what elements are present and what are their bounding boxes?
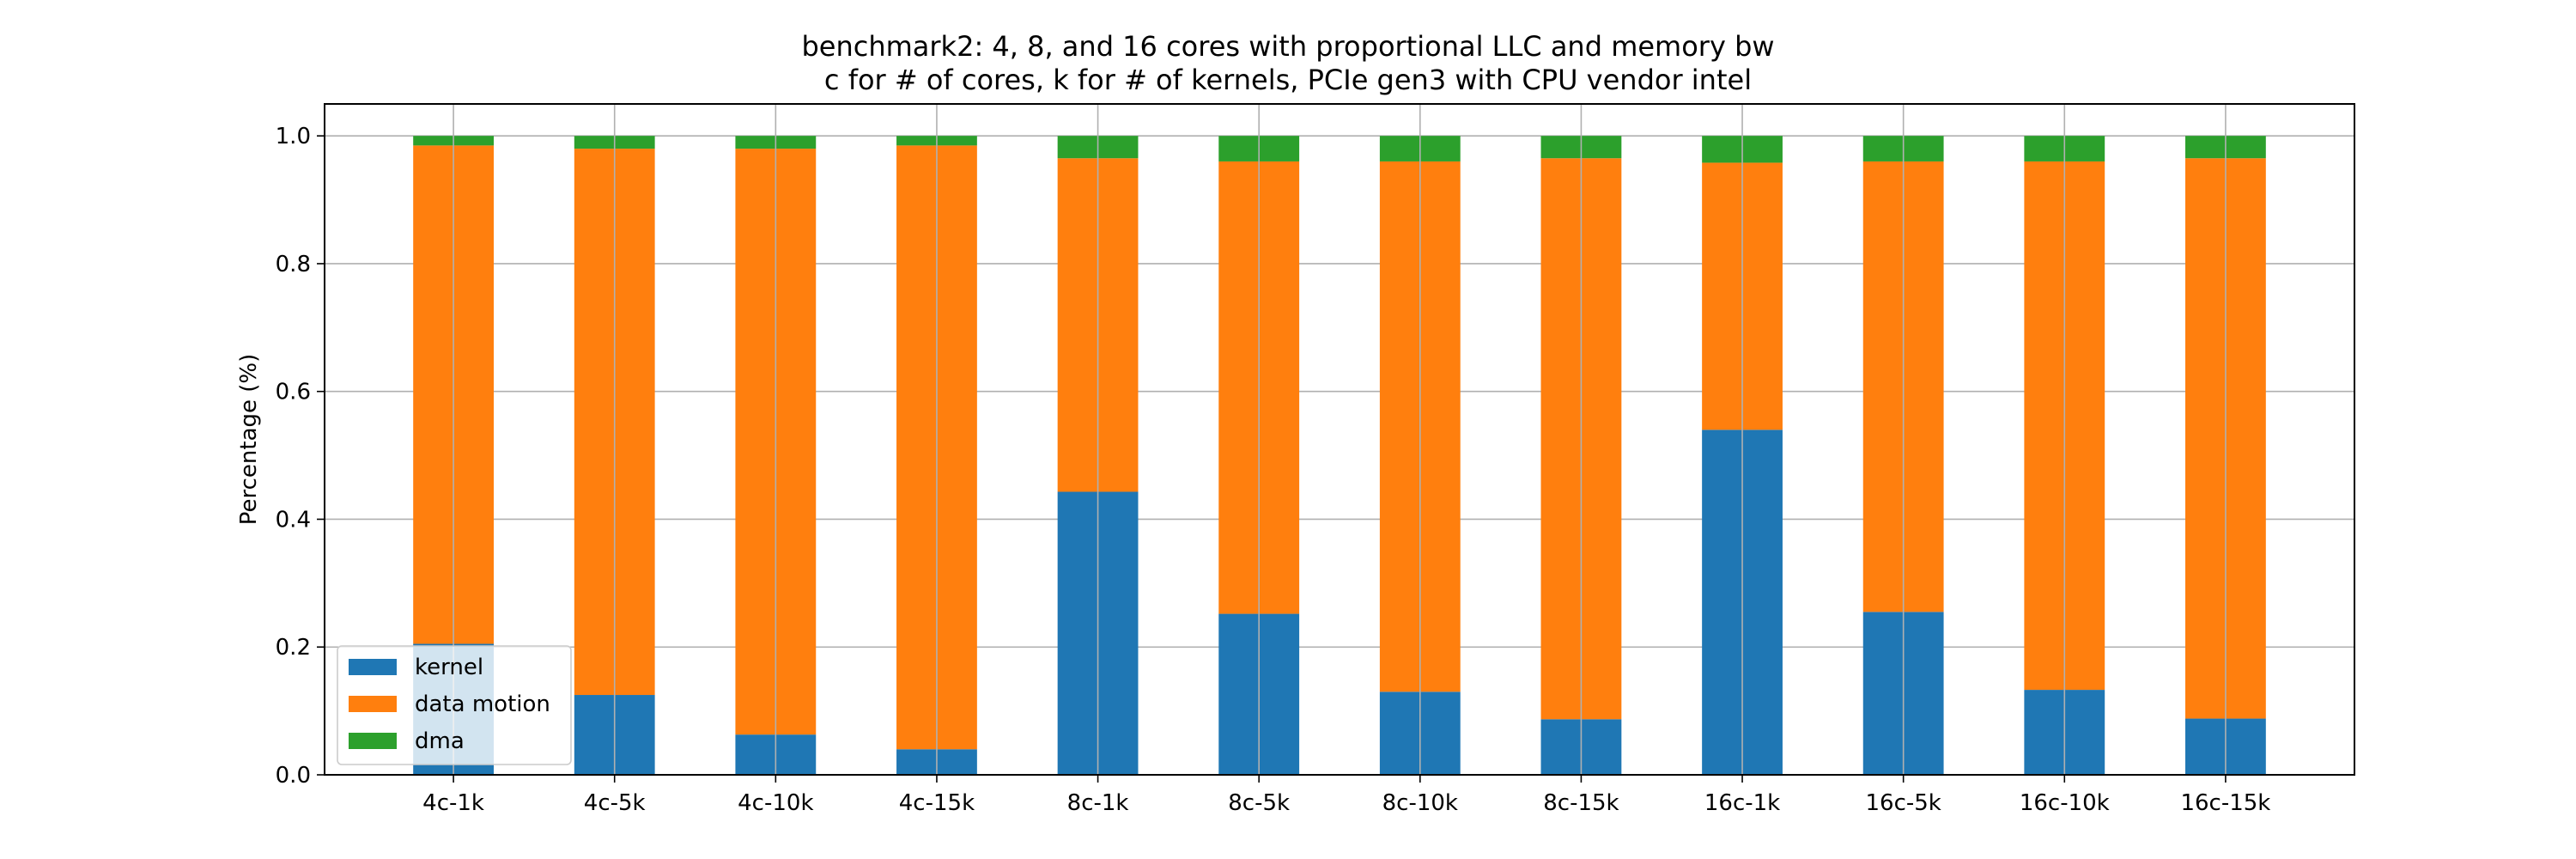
x-tick-label: 4c-10k: [738, 790, 813, 816]
y-tick-label: 0.6: [276, 380, 311, 405]
plot-frame: [324, 103, 2355, 776]
legend: kernel data motion dma: [337, 645, 572, 765]
x-tick-label: 8c-10k: [1382, 790, 1458, 816]
chart-title-line-1: benchmark2: 4, 8, and 16 cores with prop…: [801, 30, 1774, 63]
x-tick-label: 16c-10k: [2020, 790, 2110, 816]
chart-title-line-2: c for # of cores, k for # of kernels, PC…: [824, 64, 1752, 96]
legend-swatch-dma: [349, 733, 397, 749]
legend-swatch-kernel: [349, 659, 397, 675]
bars-layer: [413, 136, 2266, 775]
x-tick-label: 8c-5k: [1228, 790, 1290, 816]
x-tick-label: 16c-1k: [1704, 790, 1780, 816]
x-tick-label: 16c-5k: [1865, 790, 1941, 816]
x-tick-label: 4c-15k: [899, 790, 975, 816]
y-tick-label: 0.2: [276, 635, 311, 661]
x-tick-label: 8c-1k: [1067, 790, 1129, 816]
legend-label-dma: dma: [415, 728, 465, 754]
y-tick-label: 0.0: [276, 763, 311, 789]
vertical-grid-layer: [453, 104, 2227, 775]
y-tick-label: 0.4: [276, 507, 311, 533]
axes-layer: 0.0 0.2 0.4 0.6 0.8 1.0 4c-1k 4c-5k 4c-10k 4c-15k…: [276, 103, 2355, 816]
legend-label-kernel: kernel: [415, 655, 483, 680]
legend-label-data-motion: data motion: [415, 691, 550, 717]
y-axis-label: Percentage (%): [236, 354, 262, 526]
x-tick-label: 16c-15k: [2180, 790, 2270, 816]
y-tick-label: 1.0: [276, 124, 311, 149]
x-tick-label: 4c-1k: [422, 790, 484, 816]
x-tick-label: 4c-5k: [584, 790, 646, 816]
x-tick-label: 8c-15k: [1543, 790, 1619, 816]
legend-swatch-data-motion: [349, 696, 397, 712]
y-tick-label: 0.8: [276, 252, 311, 277]
